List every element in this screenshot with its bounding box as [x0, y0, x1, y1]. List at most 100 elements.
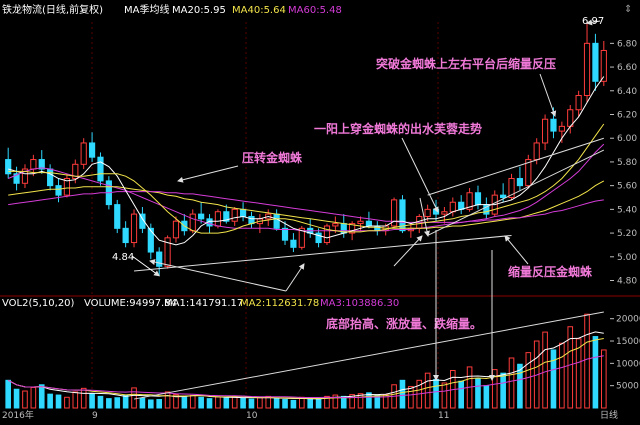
annotation-arrow [539, 73, 557, 117]
volume-bar [198, 396, 204, 409]
volume-bar [173, 394, 179, 409]
candle [441, 206, 448, 224]
volume-bar [231, 395, 238, 409]
volume-bar [240, 397, 246, 409]
ma-line-ma10 [8, 123, 605, 234]
volume-bar [38, 384, 45, 409]
candle [114, 199, 121, 234]
candle [63, 173, 71, 198]
candle [390, 197, 398, 229]
volume-bar [181, 395, 188, 409]
low-pointer [131, 255, 161, 277]
price-tick-label: 6.20 [617, 110, 637, 120]
candle [198, 202, 205, 224]
candle [130, 209, 138, 248]
candle [231, 206, 238, 226]
candle [239, 202, 247, 222]
price-tick-label: 5.60 [617, 182, 637, 192]
volume-bar [592, 336, 599, 409]
volume-bar [408, 386, 414, 409]
volume-bar [147, 399, 154, 409]
candle [5, 147, 12, 179]
volume-bar [324, 395, 330, 409]
annotation-arrow [149, 259, 287, 292]
candle [307, 218, 314, 238]
volume-bar [282, 399, 288, 409]
candle [21, 164, 29, 189]
volume-bar [5, 379, 12, 409]
volume-bar [13, 388, 20, 409]
volume-bar [139, 397, 146, 409]
volume-ma-line [7, 338, 604, 399]
price-tick-label: 5.20 [617, 229, 637, 239]
candle [315, 228, 322, 248]
vol-ma3: MA3:103886.30 [320, 298, 399, 309]
date-strip [0, 409, 640, 420]
volume-bar [508, 357, 515, 409]
date-label-day: 日线 [600, 409, 618, 420]
volume-bar [206, 398, 213, 409]
candle [164, 235, 171, 269]
volume-bar [600, 349, 607, 409]
volume-bar [458, 380, 465, 409]
ma-line-ma40 [8, 180, 605, 229]
candle [466, 188, 473, 212]
volume-bar [575, 338, 582, 409]
candle [55, 178, 62, 203]
volume-bar [55, 394, 62, 409]
volume-bar [156, 399, 163, 409]
candle [156, 247, 163, 276]
price-tick-label: 6.60 [617, 63, 637, 73]
volume-bar [357, 393, 364, 409]
volume-panel [5, 311, 607, 409]
price-tick-label: 5.40 [617, 205, 637, 215]
grid-lines [91, 22, 439, 408]
low-price-label: 4.84 [112, 252, 134, 263]
volume-bar [273, 398, 280, 409]
candle [97, 152, 104, 186]
volume-bar [307, 397, 314, 409]
annotation-arrow [401, 137, 439, 213]
volume-bar [315, 398, 322, 409]
volume-bar [290, 399, 297, 409]
volume-bar [223, 397, 230, 409]
candle [600, 40, 607, 87]
volume-bar [525, 352, 532, 409]
candle [525, 154, 532, 189]
volume-bar [164, 391, 171, 409]
candle [290, 233, 297, 253]
high-price-label: 6.97 [582, 16, 604, 27]
volume-tick-label: 20000 [616, 315, 640, 325]
annotation-bottom: 底部抬高、涨放量、跌缩量。 [326, 316, 482, 331]
volume-bar [424, 372, 431, 409]
collapse-arrow-icon[interactable]: ⇕ [624, 4, 632, 15]
volume-bar [215, 396, 221, 409]
volume-bar [22, 390, 28, 409]
volume-bar [122, 394, 129, 409]
volume-bar [517, 363, 523, 409]
volume-bar [441, 382, 448, 409]
ma-line-ma60 [8, 191, 604, 223]
volume-bar [550, 349, 557, 409]
candle [139, 206, 146, 234]
annotation-arrows [131, 19, 601, 381]
candle [575, 90, 582, 117]
volume-trendline [133, 311, 604, 400]
ma-line-ma5 [8, 76, 605, 246]
trendline-channel_lower [427, 149, 605, 236]
ma20-readout: MA20:5.95 [172, 5, 226, 16]
candle [399, 195, 406, 234]
candle [558, 121, 565, 143]
volume-bar [399, 379, 406, 409]
candle [122, 221, 129, 248]
annotation-support: 压转金蜘蛛 [242, 150, 303, 165]
volume-bar [72, 391, 79, 409]
candle [340, 214, 347, 238]
volume-bar [332, 394, 339, 409]
candle [592, 33, 599, 91]
candle [256, 214, 263, 234]
volume-bar [349, 394, 355, 409]
volume-tick-label: 5000 [616, 382, 639, 392]
candle [248, 211, 255, 229]
